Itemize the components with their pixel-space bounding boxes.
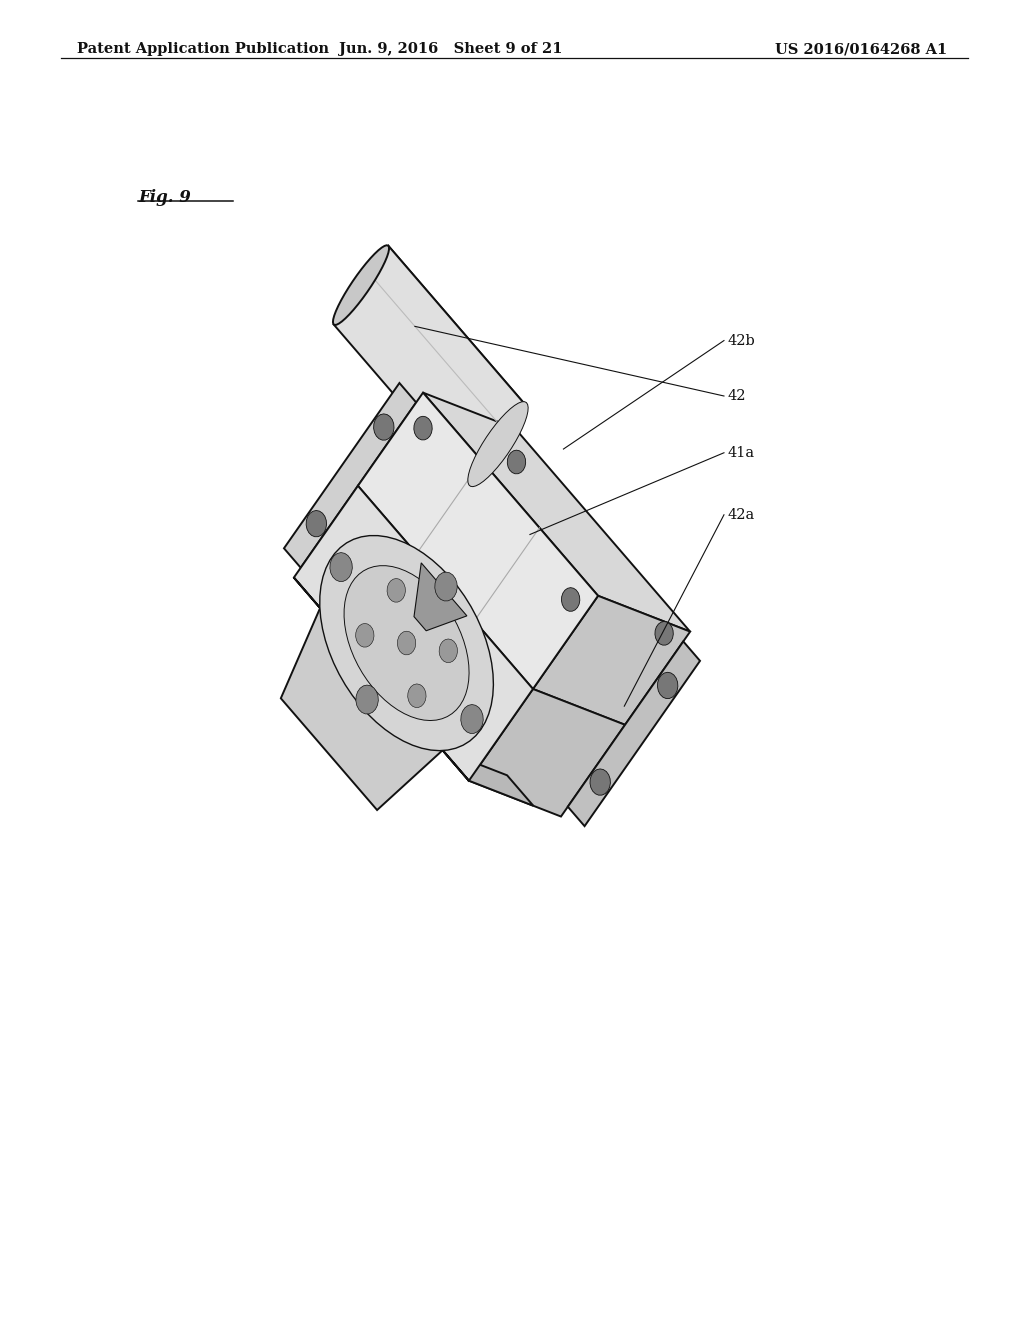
Polygon shape <box>461 705 483 734</box>
Polygon shape <box>397 631 416 655</box>
Polygon shape <box>657 672 678 698</box>
Polygon shape <box>561 587 580 611</box>
Polygon shape <box>330 553 352 581</box>
Polygon shape <box>439 639 458 663</box>
Polygon shape <box>319 536 494 751</box>
Polygon shape <box>374 414 394 440</box>
Polygon shape <box>590 770 610 795</box>
Polygon shape <box>469 689 625 817</box>
Polygon shape <box>468 401 528 487</box>
Polygon shape <box>356 685 378 714</box>
Polygon shape <box>568 642 700 826</box>
Polygon shape <box>435 572 458 601</box>
Polygon shape <box>358 392 598 689</box>
Polygon shape <box>408 684 426 708</box>
Polygon shape <box>284 383 416 568</box>
Polygon shape <box>281 609 442 810</box>
Polygon shape <box>294 578 469 780</box>
Polygon shape <box>414 416 432 440</box>
Polygon shape <box>442 750 534 805</box>
Text: 42b: 42b <box>727 334 755 347</box>
Text: US 2016/0164268 A1: US 2016/0164268 A1 <box>775 42 947 57</box>
Text: Jun. 9, 2016   Sheet 9 of 21: Jun. 9, 2016 Sheet 9 of 21 <box>339 42 562 57</box>
Polygon shape <box>306 511 327 537</box>
Text: 42a: 42a <box>727 508 755 521</box>
Polygon shape <box>423 392 690 632</box>
Polygon shape <box>294 486 532 780</box>
Text: Fig. 9: Fig. 9 <box>138 189 191 206</box>
Polygon shape <box>333 246 389 325</box>
Polygon shape <box>414 562 467 631</box>
Polygon shape <box>387 578 406 602</box>
Text: 42: 42 <box>727 389 745 403</box>
Polygon shape <box>334 246 525 483</box>
Polygon shape <box>380 246 525 417</box>
Polygon shape <box>355 623 374 647</box>
Text: Patent Application Publication: Patent Application Publication <box>77 42 329 57</box>
Polygon shape <box>507 450 525 474</box>
Polygon shape <box>655 622 674 645</box>
Polygon shape <box>344 566 469 721</box>
Polygon shape <box>532 595 690 725</box>
Text: 41a: 41a <box>727 446 754 459</box>
